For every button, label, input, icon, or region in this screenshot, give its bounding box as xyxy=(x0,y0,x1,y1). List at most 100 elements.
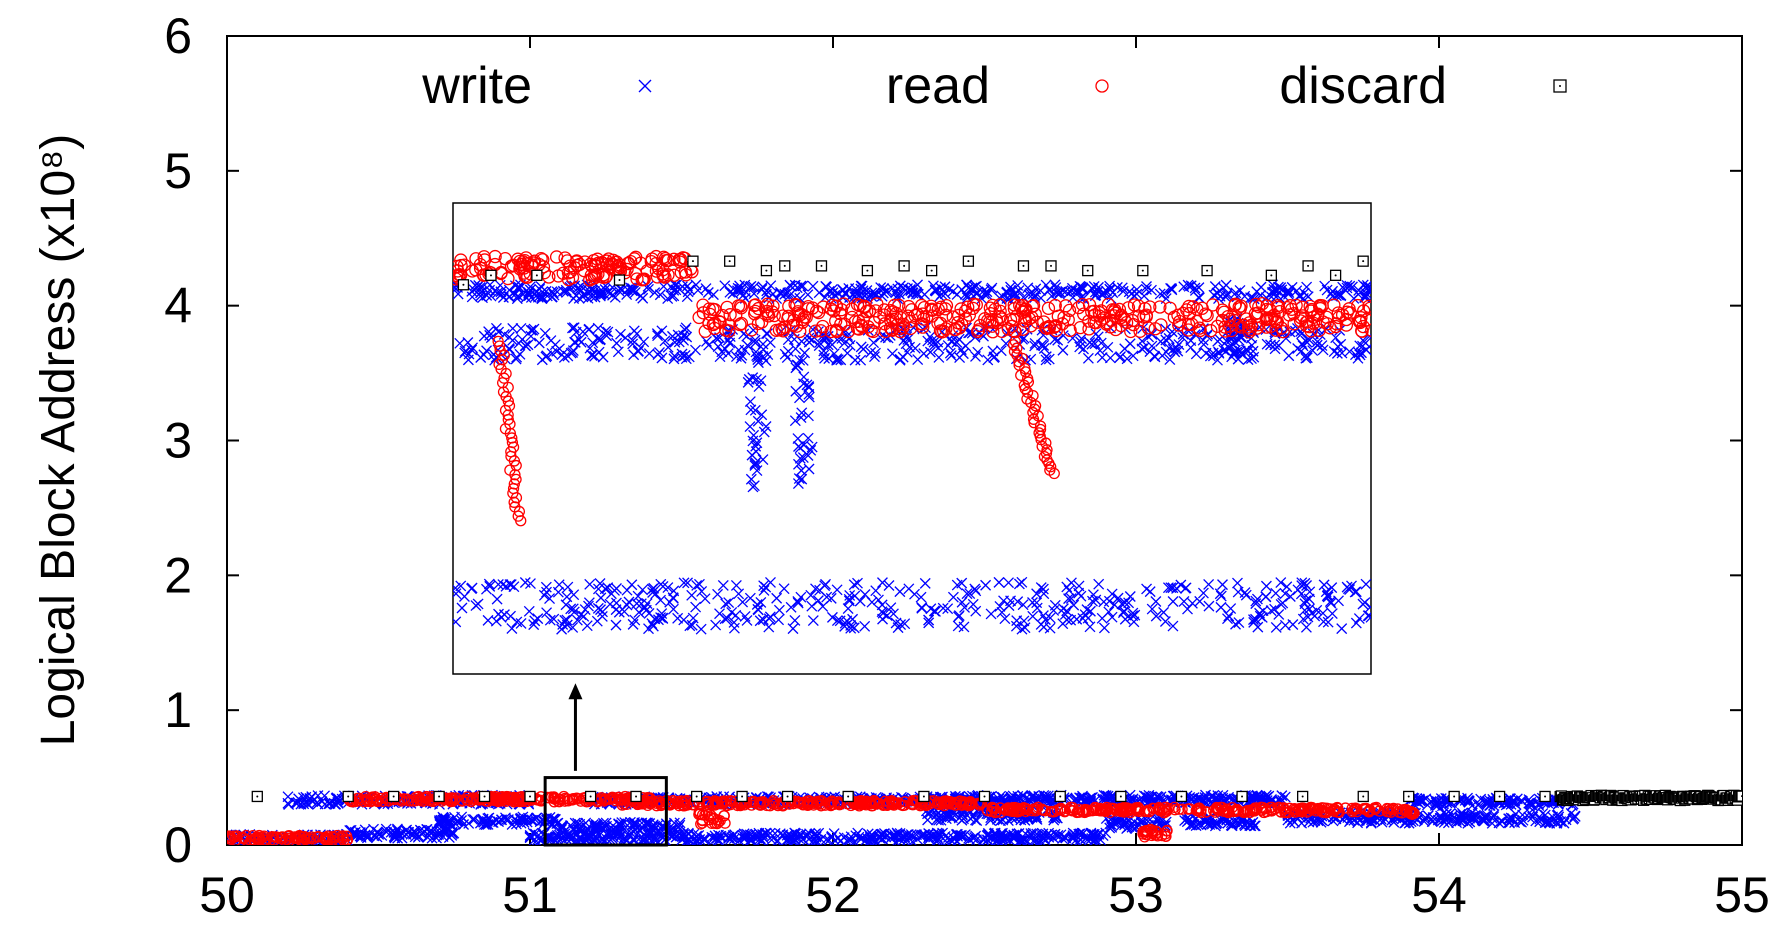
discard-point xyxy=(1403,790,1415,803)
write-point xyxy=(426,832,438,844)
write-point xyxy=(311,797,323,809)
write-point xyxy=(495,814,507,826)
write-point xyxy=(737,832,749,844)
write-point xyxy=(856,833,868,845)
discard-point xyxy=(918,790,930,803)
write-point xyxy=(901,829,913,841)
write-point xyxy=(954,830,966,841)
y-axis-title: Logical Block Address (x10⁸) xyxy=(32,134,85,747)
write-point xyxy=(953,812,965,824)
write-point xyxy=(329,798,341,810)
write-point xyxy=(874,832,886,844)
write-point xyxy=(894,828,906,839)
discard-point xyxy=(478,790,491,803)
write-point xyxy=(653,825,665,837)
write-point xyxy=(1040,830,1052,842)
write-point xyxy=(381,826,392,838)
write-point xyxy=(1558,817,1570,829)
write-point xyxy=(678,829,690,841)
write-point xyxy=(742,829,754,841)
write-point xyxy=(491,815,502,826)
write-point xyxy=(629,817,640,828)
y-tick-label: 4 xyxy=(164,278,192,334)
write-point xyxy=(754,833,766,845)
write-point xyxy=(1017,836,1029,845)
write-point xyxy=(805,832,817,844)
write-point xyxy=(619,817,631,829)
write-point xyxy=(916,829,928,841)
write-point xyxy=(500,814,512,826)
discard-point xyxy=(1736,790,1742,802)
write-point xyxy=(886,830,898,842)
y-tick-label: 6 xyxy=(164,8,192,64)
write-point xyxy=(876,833,888,845)
write-point xyxy=(1007,790,1019,802)
write-point xyxy=(790,831,802,843)
write-point xyxy=(380,823,392,835)
write-point xyxy=(368,823,379,835)
write-point xyxy=(355,831,367,843)
write-point xyxy=(589,822,601,834)
write-point xyxy=(568,823,580,834)
discard-point xyxy=(781,790,794,803)
y-tick-label: 2 xyxy=(164,547,192,603)
discard-point xyxy=(842,790,854,803)
discard-point xyxy=(1539,790,1551,803)
write-point xyxy=(434,817,446,829)
discard-point xyxy=(1448,790,1460,803)
write-point xyxy=(511,815,523,827)
write-point xyxy=(942,810,954,821)
discard-point xyxy=(1357,790,1369,803)
write-point xyxy=(1031,828,1043,840)
write-point xyxy=(606,825,618,837)
write-point xyxy=(506,819,518,830)
write-point xyxy=(521,816,533,828)
write-point xyxy=(1008,829,1020,841)
write-point xyxy=(424,825,436,837)
y-tick-label: 1 xyxy=(164,682,192,738)
write-point xyxy=(587,833,599,845)
write-point xyxy=(978,833,989,845)
write-point xyxy=(925,830,937,842)
write-point xyxy=(940,810,952,822)
write-point xyxy=(978,834,990,845)
discard-point xyxy=(978,790,991,803)
discard-point xyxy=(1054,790,1066,803)
write-point xyxy=(688,828,700,840)
write-point xyxy=(627,833,639,845)
write-point xyxy=(421,823,433,835)
write-point xyxy=(478,819,490,830)
discard-point xyxy=(630,790,642,803)
write-point xyxy=(591,821,602,833)
write-point xyxy=(332,797,344,809)
write-point xyxy=(772,835,784,845)
write-point xyxy=(452,815,464,827)
write-point xyxy=(589,825,601,837)
write-point xyxy=(937,827,949,839)
write-point xyxy=(841,835,853,845)
write-point xyxy=(958,830,970,842)
write-point xyxy=(922,832,934,844)
write-point xyxy=(931,809,943,821)
write-point xyxy=(1463,796,1475,808)
write-point xyxy=(559,825,571,837)
discard-point xyxy=(433,790,445,803)
x-tick-label: 55 xyxy=(1714,867,1770,923)
write-point xyxy=(1008,831,1020,843)
write-point xyxy=(637,822,648,834)
write-point xyxy=(483,812,495,824)
write-point xyxy=(790,834,802,845)
y-tick-label: 5 xyxy=(164,143,192,199)
write-point xyxy=(729,829,741,841)
discard-point xyxy=(1115,790,1127,803)
write-point xyxy=(528,835,539,845)
write-point xyxy=(862,828,874,840)
write-point xyxy=(1073,828,1085,840)
discard-point xyxy=(1493,790,1506,803)
write-point xyxy=(510,818,522,830)
write-point xyxy=(282,791,294,803)
write-point xyxy=(713,835,725,845)
write-point xyxy=(290,797,302,809)
